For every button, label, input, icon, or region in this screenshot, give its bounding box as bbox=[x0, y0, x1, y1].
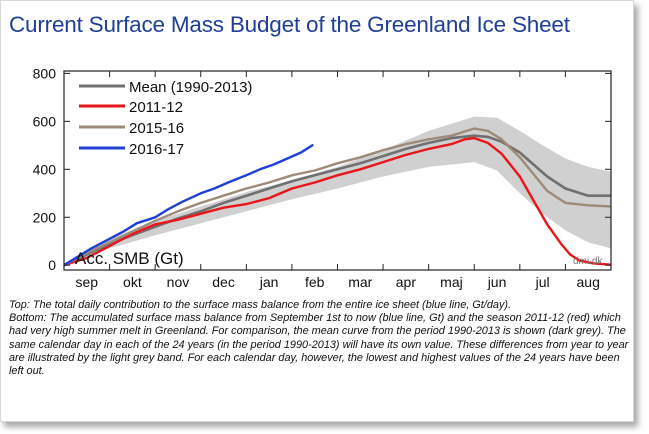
x-tick-label-jun: jun bbox=[487, 274, 507, 290]
x-tick-label-okt: okt bbox=[123, 274, 142, 290]
legend: Mean (1990-2013) 2011-12 2015-16 2016-17 bbox=[79, 79, 252, 158]
y-axis-label: Acc. SMB (Gt) bbox=[75, 249, 184, 268]
legend-label-2016-17: 2016-17 bbox=[129, 141, 184, 158]
credit-text: dmi.dk bbox=[573, 256, 603, 267]
y-tick-label: 800 bbox=[33, 65, 57, 81]
y-tick-label: 200 bbox=[33, 209, 57, 225]
x-tick-label-jul: jul bbox=[535, 274, 550, 290]
y-tick-label: 0 bbox=[48, 257, 56, 273]
x-tick-label-jan: jan bbox=[259, 274, 279, 290]
legend-label-2015-16: 2015-16 bbox=[129, 120, 184, 137]
x-tick-label-apr: apr bbox=[396, 274, 417, 290]
series-line-2 bbox=[64, 127, 611, 267]
caption-bottom: Bottom: The accumulated surface mass bal… bbox=[9, 312, 629, 378]
x-tick-label-dec: dec bbox=[212, 274, 235, 290]
x-tick-label-maj: maj bbox=[440, 274, 463, 290]
x-tick-label-mar: mar bbox=[348, 274, 372, 290]
series-line-1 bbox=[64, 136, 611, 267]
x-tick-label-aug: aug bbox=[577, 274, 600, 290]
x-tick-label-sep: sep bbox=[76, 274, 99, 290]
legend-label-mean: Mean (1990-2013) bbox=[129, 79, 252, 96]
series-line-3 bbox=[64, 144, 314, 267]
page-title: Current Surface Mass Budget of the Green… bbox=[9, 12, 570, 37]
variability-band bbox=[64, 116, 611, 266]
figure-frame: Current Surface Mass Budget of the Green… bbox=[0, 0, 634, 422]
caption: Top: The total daily contribution to the… bbox=[9, 299, 629, 378]
smb-chart: 0 200 400 600 800 sep okt nov dec jan feb mar apr ma… bbox=[33, 65, 612, 290]
y-tick-label: 400 bbox=[33, 161, 57, 177]
y-tick-label: 600 bbox=[33, 113, 57, 129]
legend-label-2011-12: 2011-12 bbox=[129, 99, 183, 116]
x-tick-label-nov: nov bbox=[167, 274, 190, 290]
caption-top: Top: The total daily contribution to the… bbox=[9, 299, 512, 311]
x-tick-label-feb: feb bbox=[305, 274, 325, 290]
